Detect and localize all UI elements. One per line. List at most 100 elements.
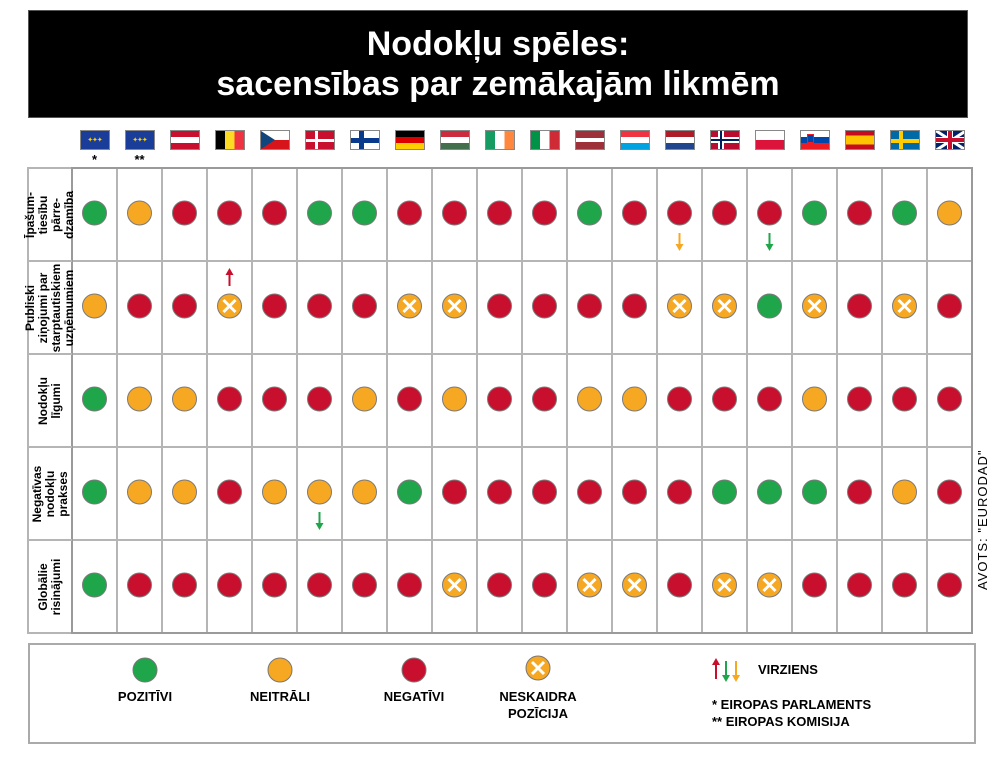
negative-dot	[937, 572, 962, 598]
negative-dot	[622, 200, 647, 226]
legend-direction-label: VIRZIENS	[758, 662, 818, 677]
negative-dot	[937, 386, 962, 412]
column-note: *	[91, 152, 98, 167]
positive-dot	[892, 200, 917, 226]
unclear-dot	[892, 293, 917, 319]
neutral-dot	[262, 479, 287, 505]
negative-dot	[217, 572, 242, 598]
direction-arrow	[315, 512, 324, 530]
eu-flag: ✦✦✦	[79, 130, 110, 150]
negative-dot	[262, 200, 287, 226]
negative-dot	[217, 479, 242, 505]
negative-dot	[172, 572, 197, 598]
legend-direction-arrows	[712, 658, 740, 682]
neutral-dot	[127, 386, 152, 412]
negative-dot	[307, 386, 332, 412]
positive-dot	[352, 200, 377, 226]
unclear-dot	[397, 293, 422, 319]
negative-dot	[757, 200, 782, 226]
negative-dot	[487, 572, 512, 598]
direction-arrow	[225, 268, 234, 286]
positive-dot	[82, 479, 107, 505]
row-label: Negatīvas nodokļu prakses	[29, 465, 70, 522]
negative-dot	[667, 386, 692, 412]
legend-unclear-label-1: NESKAIDRA	[499, 689, 577, 704]
negative-dot	[352, 572, 377, 598]
row-label: Nodokļu līgumi	[36, 376, 63, 425]
poland-flag	[754, 130, 785, 150]
unclear-dot	[757, 572, 782, 598]
negative-dot	[937, 479, 962, 505]
negative-dot	[217, 200, 242, 226]
legend-negative-dot	[401, 657, 427, 683]
uk-flag	[934, 130, 965, 150]
negative-dot	[532, 200, 557, 226]
legend-positive-dot	[132, 657, 158, 683]
positive-dot	[82, 572, 107, 598]
direction-arrow	[765, 233, 774, 251]
negative-dot	[487, 386, 512, 412]
neutral-dot	[577, 386, 602, 412]
negative-dot	[532, 572, 557, 598]
positive-dot	[397, 479, 422, 505]
ireland-flag	[484, 130, 515, 150]
negative-dot	[892, 386, 917, 412]
luxembourg-flag	[619, 130, 650, 150]
neutral-dot	[937, 200, 962, 226]
negative-dot	[667, 200, 692, 226]
negative-dot	[397, 200, 422, 226]
austria-flag	[169, 130, 200, 150]
negative-dot	[847, 479, 872, 505]
legend-negative-label: NEGATĪVI	[383, 689, 445, 704]
germany-flag	[394, 130, 425, 150]
czech-flag	[259, 130, 290, 150]
positive-dot	[82, 200, 107, 226]
grid-cell	[791, 353, 838, 448]
negative-dot	[847, 572, 872, 598]
unclear-dot	[577, 572, 602, 598]
grid-cell	[251, 260, 298, 355]
negative-dot	[847, 200, 872, 226]
unclear-dot	[442, 293, 467, 319]
grid-cell	[521, 446, 568, 541]
negative-dot	[352, 293, 377, 319]
neutral-dot	[172, 479, 197, 505]
unclear-dot	[442, 572, 467, 598]
negative-dot	[667, 479, 692, 505]
neutral-dot	[127, 200, 152, 226]
negative-dot	[577, 479, 602, 505]
neutral-dot	[352, 479, 377, 505]
neutral-dot	[172, 386, 197, 412]
negative-dot	[622, 479, 647, 505]
sweden-flag	[889, 130, 920, 150]
legend-neutral-dot	[267, 657, 293, 683]
positive-dot	[82, 386, 107, 412]
grid-border	[71, 167, 973, 634]
unclear-dot	[712, 293, 737, 319]
neutral-dot	[442, 386, 467, 412]
negative-dot	[307, 572, 332, 598]
negative-dot	[847, 293, 872, 319]
legend-note-parliament: * EIROPAS PARLAMENTS	[712, 697, 872, 712]
netherlands-flag	[664, 130, 695, 150]
spain-flag	[844, 130, 875, 150]
legend-note-commission: ** EIROPAS KOMISIJA	[712, 714, 850, 729]
column-note: **	[134, 152, 145, 167]
negative-dot	[757, 386, 782, 412]
negative-dot	[262, 572, 287, 598]
latvia-flag	[574, 130, 605, 150]
positive-dot	[712, 479, 737, 505]
negative-dot	[307, 293, 332, 319]
legend-positive-label: POZITĪVI	[117, 689, 173, 704]
negative-dot	[487, 200, 512, 226]
unclear-dot	[667, 293, 692, 319]
title-line-2: sacensības par zemākajām likmēm	[216, 65, 780, 103]
unclear-dot	[712, 572, 737, 598]
positive-dot	[802, 479, 827, 505]
row-label: Īpašum-tiesību pārre-dzamība	[23, 190, 76, 239]
negative-dot	[262, 386, 287, 412]
eu-flag: ✦✦✦	[124, 130, 155, 150]
legend: POZITĪVI NEITRĀLI NEGATĪVI NESKAIDRA POZ…	[28, 643, 976, 744]
negative-dot	[397, 572, 422, 598]
matrix-grid	[27, 167, 973, 634]
